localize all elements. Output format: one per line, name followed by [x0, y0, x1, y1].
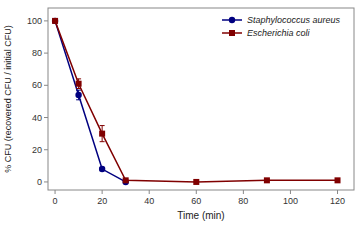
error-bar — [76, 90, 81, 100]
point — [52, 18, 58, 24]
x-tick — [102, 190, 103, 194]
plot-area — [52, 18, 341, 185]
y-tick — [44, 117, 48, 118]
legend-marker — [229, 30, 235, 36]
point — [193, 179, 199, 185]
series — [52, 18, 340, 185]
legend-marker — [229, 17, 235, 23]
y-tick-label: 40 — [32, 113, 42, 123]
x-tick — [290, 190, 291, 194]
chart: 0 20 40 60 80 100 120 0 20 40 60 80 100 Time (min) % C… — [0, 0, 364, 227]
x-tick-label: 40 — [144, 196, 154, 206]
y-tick — [44, 85, 48, 86]
y-tick — [44, 53, 48, 54]
y-tick-label: 80 — [32, 48, 42, 58]
y-tick — [44, 149, 48, 150]
y-tick-label: 60 — [32, 80, 42, 90]
y-axis-label: % CFU (recovered CFU / initial CFU) — [3, 25, 13, 173]
x-tick-label: 100 — [283, 196, 298, 206]
point — [264, 177, 270, 183]
x-axis-label: Time (min) — [177, 210, 224, 221]
x-tick — [196, 190, 197, 194]
legend-label: Staphylococcus aureus — [247, 15, 341, 25]
line — [55, 21, 337, 182]
point — [75, 92, 81, 98]
legend-label: Escherichia coli — [247, 28, 311, 38]
x-tick — [337, 190, 338, 194]
x-tick-label: 0 — [53, 196, 58, 206]
y-tick-label: 0 — [37, 177, 42, 187]
x-tick — [149, 190, 150, 194]
point — [99, 166, 105, 172]
x-tick-label: 60 — [191, 196, 201, 206]
x-tick-label: 80 — [238, 196, 248, 206]
point — [335, 177, 341, 183]
y-tick — [44, 20, 48, 21]
point — [52, 18, 58, 24]
plot-frame — [48, 8, 354, 190]
y-tick — [44, 181, 48, 182]
error-bar — [100, 126, 105, 142]
x-tick-label: 120 — [330, 196, 345, 206]
x-tick — [243, 190, 244, 194]
error-bar — [76, 79, 81, 89]
x-tick-label: 20 — [97, 196, 107, 206]
point — [123, 177, 129, 183]
point — [99, 131, 105, 137]
y-tick-label: 100 — [27, 16, 42, 26]
y-tick-label: 20 — [32, 145, 42, 155]
x-tick — [55, 190, 56, 194]
legend: Staphylococcus aureus Escherichia coli — [222, 15, 341, 38]
point — [76, 81, 82, 87]
